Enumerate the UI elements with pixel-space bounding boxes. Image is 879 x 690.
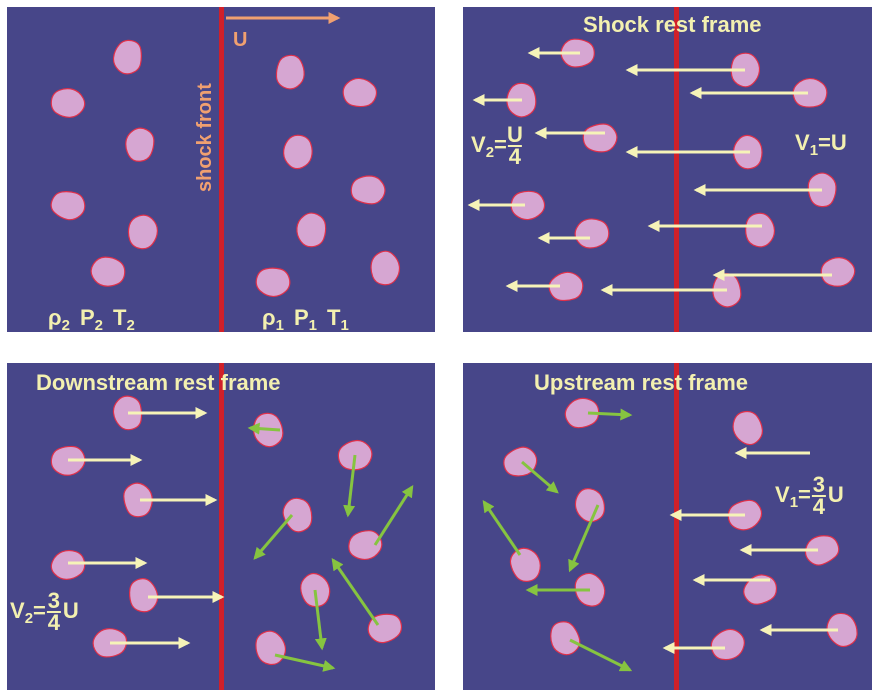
panel bbox=[463, 7, 872, 332]
subscript: 1 bbox=[309, 317, 317, 334]
particle bbox=[351, 176, 385, 204]
symbol: T bbox=[113, 305, 127, 330]
particle bbox=[51, 89, 84, 118]
velocity-label: V1=U bbox=[795, 130, 847, 159]
denominator: 4 bbox=[509, 144, 522, 169]
particle bbox=[575, 219, 609, 248]
panel-title: Shock rest frame bbox=[583, 12, 762, 37]
symbol: V bbox=[775, 482, 790, 507]
subscript: 1 bbox=[790, 494, 798, 511]
denominator: 4 bbox=[48, 610, 61, 635]
equals: = bbox=[33, 598, 46, 623]
particle bbox=[91, 257, 125, 286]
particle bbox=[349, 531, 382, 560]
value: U bbox=[831, 130, 847, 155]
value: U bbox=[828, 482, 844, 507]
particle bbox=[821, 258, 854, 287]
particle bbox=[276, 55, 304, 89]
symbol: V bbox=[471, 132, 486, 157]
subscript: 2 bbox=[25, 610, 33, 627]
particle bbox=[126, 128, 154, 161]
symbol: P bbox=[294, 305, 309, 330]
subscript: 2 bbox=[486, 144, 494, 161]
symbol: V bbox=[10, 598, 25, 623]
shock-line bbox=[674, 363, 679, 690]
symbol: V bbox=[795, 130, 810, 155]
equals: = bbox=[798, 482, 811, 507]
shock-label: shock front bbox=[194, 83, 216, 192]
state-label: ρ2P2T2 bbox=[48, 305, 135, 334]
particle bbox=[746, 213, 775, 247]
particle bbox=[256, 268, 290, 296]
panel-title: Downstream rest frame bbox=[36, 370, 281, 395]
symbol: ρ bbox=[48, 305, 62, 330]
symbol: ρ bbox=[262, 305, 276, 330]
subscript: 2 bbox=[126, 317, 134, 334]
velocity-arrow bbox=[250, 428, 280, 430]
panel bbox=[463, 363, 872, 690]
symbol: P bbox=[80, 305, 95, 330]
denominator: 4 bbox=[813, 494, 826, 519]
particle bbox=[583, 124, 617, 152]
particle bbox=[284, 135, 313, 168]
diagram: U shock front ρ2P2T2ρ1P1T1Shock rest fra… bbox=[0, 0, 879, 690]
equals: = bbox=[494, 132, 507, 157]
panel-title: Upstream rest frame bbox=[534, 370, 748, 395]
shock-line bbox=[674, 7, 679, 332]
particle bbox=[128, 215, 157, 249]
subscript: 1 bbox=[810, 142, 818, 159]
velocity-arrow bbox=[588, 413, 630, 415]
subscript: 1 bbox=[340, 317, 348, 334]
subscript: 1 bbox=[276, 317, 284, 334]
value: U bbox=[63, 598, 79, 623]
shock-line bbox=[219, 7, 224, 332]
subscript: 2 bbox=[95, 317, 103, 334]
particle bbox=[51, 550, 84, 579]
u-label: U bbox=[233, 29, 247, 51]
shock-line bbox=[219, 363, 224, 690]
equals: = bbox=[818, 130, 831, 155]
particle bbox=[371, 251, 399, 285]
particle bbox=[343, 78, 376, 106]
particle bbox=[297, 213, 326, 247]
symbol: T bbox=[327, 305, 341, 330]
subscript: 2 bbox=[62, 317, 70, 334]
page: U shock front ρ2P2T2ρ1P1T1Shock rest fra… bbox=[0, 0, 879, 690]
